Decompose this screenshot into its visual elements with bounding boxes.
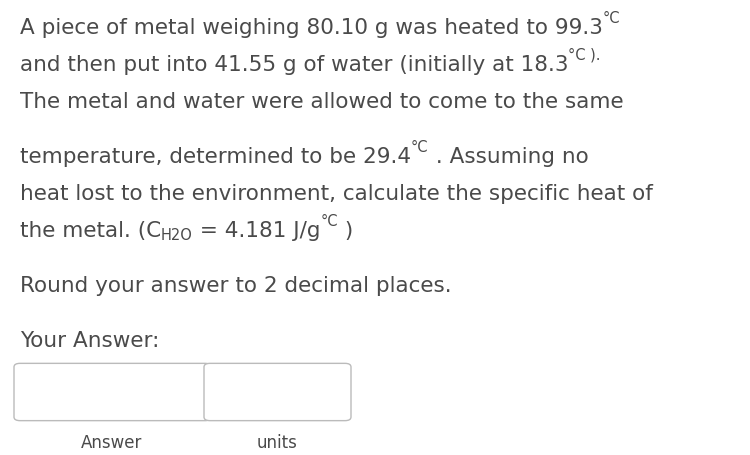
Text: heat lost to the environment, calculate the specific heat of: heat lost to the environment, calculate … bbox=[20, 184, 652, 203]
Text: °C: °C bbox=[411, 140, 429, 155]
FancyBboxPatch shape bbox=[14, 364, 211, 421]
Text: . Assuming no: . Assuming no bbox=[429, 147, 588, 167]
Text: ): ) bbox=[338, 221, 353, 241]
Text: The metal and water were allowed to come to the same: The metal and water were allowed to come… bbox=[20, 92, 624, 112]
Text: Answer: Answer bbox=[81, 433, 142, 451]
Text: A piece of metal weighing 80.10 g was heated to 99.3: A piece of metal weighing 80.10 g was he… bbox=[20, 18, 603, 38]
Text: units: units bbox=[256, 433, 298, 451]
Text: temperature, determined to be 29.4: temperature, determined to be 29.4 bbox=[20, 147, 411, 167]
Text: °C ).: °C ). bbox=[568, 48, 601, 63]
FancyBboxPatch shape bbox=[204, 364, 351, 421]
Text: and then put into 41.55 g of water (initially at 18.3: and then put into 41.55 g of water (init… bbox=[20, 55, 568, 75]
Text: the metal. (C: the metal. (C bbox=[20, 221, 161, 241]
Text: H2O: H2O bbox=[161, 228, 193, 243]
Text: °C: °C bbox=[320, 213, 338, 228]
Text: Round your answer to 2 decimal places.: Round your answer to 2 decimal places. bbox=[20, 275, 451, 295]
Text: °C: °C bbox=[603, 11, 620, 26]
Text: Your Answer:: Your Answer: bbox=[20, 330, 159, 350]
Text: = 4.181 J/g: = 4.181 J/g bbox=[193, 221, 320, 241]
